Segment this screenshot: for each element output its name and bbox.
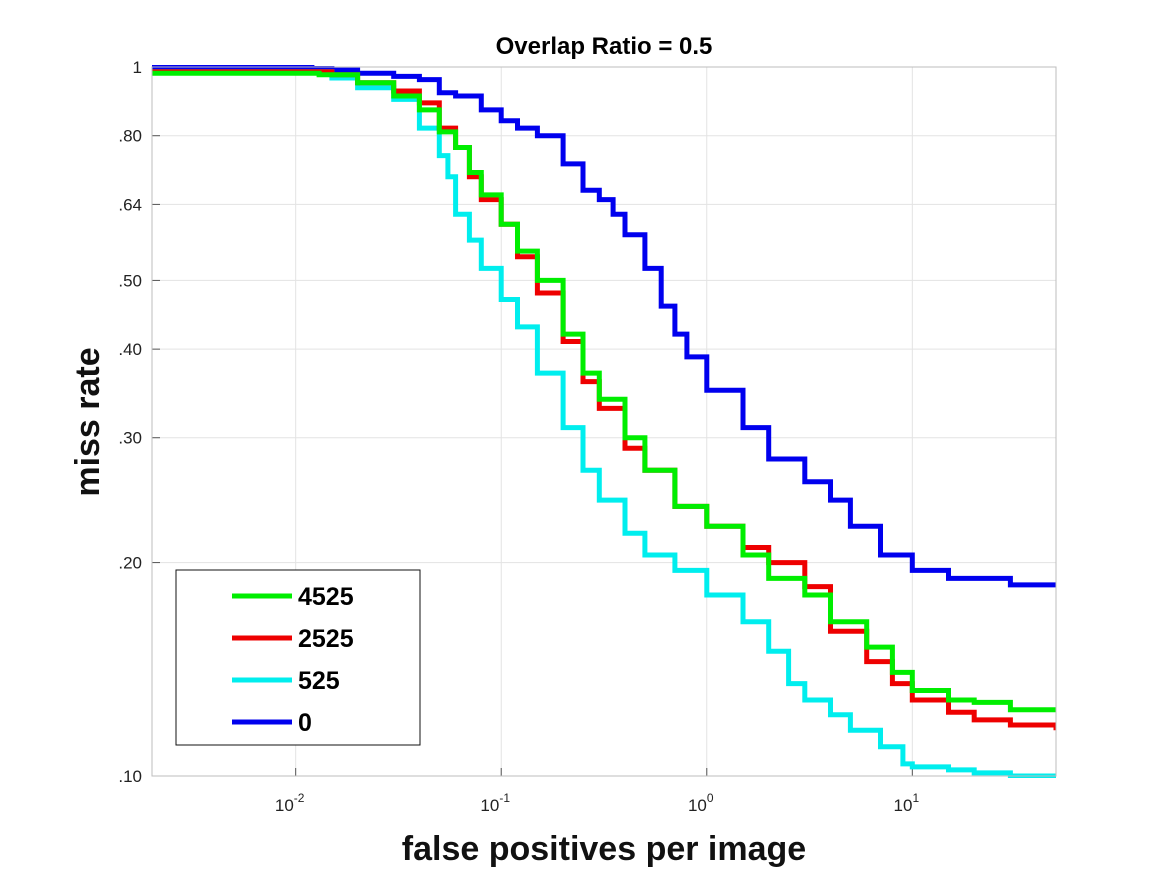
series-line-4525 [152, 70, 1056, 713]
y-tick-label: .30 [118, 429, 142, 448]
x-tick-label: 101 [894, 791, 920, 815]
legend-label: 525 [298, 667, 340, 695]
series-line-2525 [152, 69, 1056, 731]
x-tick-base: 10 [894, 796, 913, 815]
y-tick-label: .20 [118, 554, 142, 573]
x-tick-base: 10 [275, 796, 294, 815]
series-line-525 [152, 69, 1056, 778]
x-axis-label: false positives per image [402, 830, 806, 868]
y-tick-label: 1 [133, 58, 142, 77]
y-tick-label: .80 [118, 127, 142, 146]
x-tick-exponent: -2 [294, 791, 305, 805]
x-tick-base: 10 [688, 796, 707, 815]
x-tick-exponent: 0 [707, 791, 714, 805]
y-axis-label: miss rate [69, 347, 107, 496]
x-tick-label: 10-1 [480, 791, 510, 815]
y-tick-label: .40 [118, 340, 142, 359]
chart-title: Overlap Ratio = 0.5 [496, 33, 713, 60]
x-tick-exponent: 1 [912, 791, 919, 805]
y-tick-label: .50 [118, 271, 142, 290]
legend-label: 4525 [298, 583, 354, 611]
x-tick-base: 10 [480, 796, 499, 815]
legend-box [175, 569, 421, 746]
legend-label: 2525 [298, 625, 354, 653]
y-tick-label: .10 [118, 767, 142, 786]
x-tick-label: 100 [688, 791, 714, 815]
y-tick-label: .64 [118, 195, 142, 214]
legend-label: 0 [298, 709, 312, 737]
x-tick-label: 10-2 [275, 791, 305, 815]
plot-frame [151, 66, 1057, 777]
x-tick-exponent: -1 [499, 791, 510, 805]
series-layer [152, 65, 1056, 778]
series-line-0 [152, 65, 1056, 588]
legend: 4525 2525 525 0 [175, 569, 421, 746]
